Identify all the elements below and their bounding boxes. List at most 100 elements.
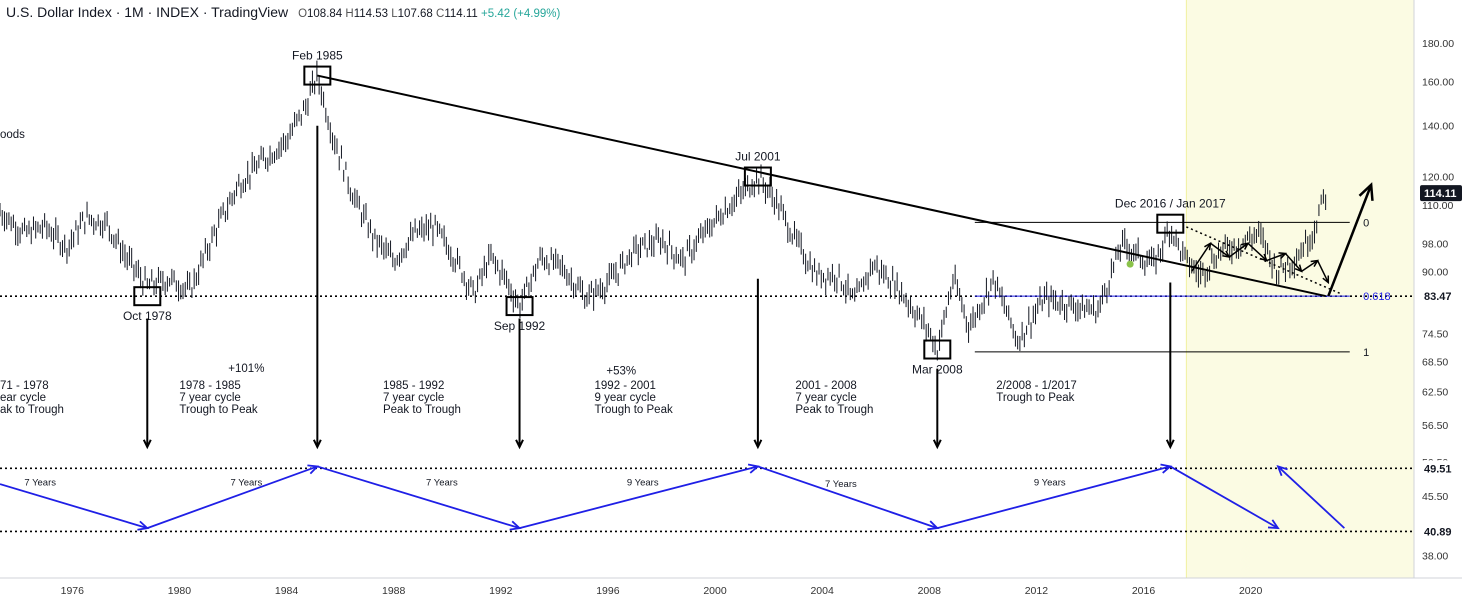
level-price-tag: 40.89 xyxy=(1424,526,1452,538)
cycle-note-text: 7 year cycle xyxy=(179,392,240,404)
x-tick-label: 1988 xyxy=(382,585,406,597)
cycle-years-label: 9 Years xyxy=(627,478,659,489)
y-tick-label: 110.00 xyxy=(1422,200,1453,212)
level-price-tag: 83.47 xyxy=(1424,291,1452,303)
projection-arrow xyxy=(1327,184,1373,297)
y-tick-label: 38.00 xyxy=(1422,551,1448,563)
fib-level-label: 1 xyxy=(1363,347,1369,359)
cycle-wave-segment xyxy=(1277,465,1345,529)
cycle-wave-segment xyxy=(519,465,759,529)
x-tick-label: 2000 xyxy=(703,585,727,597)
cycle-note-text: 1978 - 1985 xyxy=(179,380,240,392)
cycle-down-arrowhead xyxy=(932,439,942,450)
close-value: 114.11 xyxy=(444,8,478,20)
x-tick-label: 1976 xyxy=(61,585,85,597)
cycle-note-text: Peak to Trough xyxy=(795,404,873,416)
low-value: 107.68 xyxy=(397,8,433,20)
cycle-wave-arrowhead xyxy=(1267,519,1280,530)
zigzag-segment xyxy=(1316,260,1329,283)
pivot-box xyxy=(923,339,952,360)
open-value: 108.84 xyxy=(307,8,343,20)
cycle-note-text: 7 year cycle xyxy=(383,392,444,404)
level-price-tag-bg xyxy=(1420,288,1462,305)
projection-arrowhead xyxy=(1358,182,1374,201)
x-tick-label: 1984 xyxy=(275,585,299,597)
cycle-years-label: 7 Years xyxy=(426,478,458,489)
zigzag-segment xyxy=(1228,242,1249,258)
cycle-note-text: 2/2008 - 1/2017 xyxy=(996,380,1077,392)
x-tick-label: 2004 xyxy=(810,585,834,597)
cycle-note-text: ak to Trough xyxy=(0,404,64,416)
cycle-down-arrowhead xyxy=(312,439,322,450)
x-tick-label: 1992 xyxy=(489,585,513,597)
last-price-tag: 114.11 xyxy=(1424,188,1456,200)
cycle-note-text: ear cycle xyxy=(0,392,46,404)
cycle-note-text: 2001 - 2008 xyxy=(795,380,856,392)
channel-line xyxy=(1186,226,1342,295)
zigzag-segment xyxy=(1301,259,1319,272)
cycle-wave-segment xyxy=(937,465,1171,529)
cycle-note-text: 71 - 1978 xyxy=(0,380,49,392)
percent-change-label: +101% xyxy=(228,363,264,375)
cycle-down-arrowhead xyxy=(142,439,152,450)
cycle-years-label: 7 Years xyxy=(231,478,263,489)
high-value: 114.53 xyxy=(353,8,389,20)
y-tick-label: 90.00 xyxy=(1422,266,1448,278)
cycle-note-text: Trough to Peak xyxy=(996,392,1074,404)
zigzag-arrowhead xyxy=(1322,275,1330,285)
cycle-down-arrowhead xyxy=(515,439,524,450)
cycle-note-text: Trough to Peak xyxy=(595,404,673,416)
pivot-box xyxy=(133,286,162,307)
y-tick-label: 56.50 xyxy=(1422,420,1448,432)
pivot-box xyxy=(1156,213,1185,234)
cycle-note-text: 9 year cycle xyxy=(595,392,656,404)
x-tick-label: 2012 xyxy=(1025,585,1049,597)
cycle-years-label: 7 Years xyxy=(24,478,56,489)
zigzag-segment xyxy=(1210,242,1230,258)
pivot-label: Jul 2001 xyxy=(735,150,781,164)
symbol-title[interactable]: U.S. Dollar Index · 1M · INDEX · Trading… xyxy=(6,4,289,20)
pivot-box xyxy=(303,65,332,86)
cycle-years-label: 7 Years xyxy=(825,479,857,490)
cycle-down-arrowhead xyxy=(753,439,763,450)
x-tick-label: 1980 xyxy=(168,585,192,597)
cycle-note-text: 7 year cycle xyxy=(795,392,856,404)
side-annotation-text: oods xyxy=(0,129,25,141)
zigzag-segment xyxy=(1191,242,1212,272)
x-tick-label: 2020 xyxy=(1239,585,1263,597)
cycle-note-text: 1985 - 1992 xyxy=(383,380,444,392)
x-tick-label: 2016 xyxy=(1132,585,1156,597)
y-tick-label: 68.50 xyxy=(1422,356,1448,368)
x-tick-label: 2008 xyxy=(918,585,942,597)
y-tick-label: 74.50 xyxy=(1422,329,1448,341)
percent-change-label: +53% xyxy=(606,366,636,378)
signal-dot xyxy=(1126,260,1134,268)
y-tick-label: 62.50 xyxy=(1422,387,1448,399)
fib-level-label: 0 xyxy=(1363,217,1369,229)
cycle-wave-segment xyxy=(757,465,938,529)
cycle-wave-segment xyxy=(1169,465,1279,529)
cycle-note-text: 1992 - 2001 xyxy=(595,380,656,392)
trendline xyxy=(317,74,1326,298)
fib-level-label: 0.618 xyxy=(1363,291,1391,303)
level-price-tag-bg xyxy=(1420,460,1462,477)
cycle-down-arrowhead xyxy=(1165,439,1175,450)
last-price-tag-bg xyxy=(1420,185,1462,202)
cycle-wave-segment xyxy=(146,465,318,529)
y-tick-label: 120.00 xyxy=(1422,172,1454,184)
level-price-tag: 49.51 xyxy=(1424,463,1452,475)
pivot-box xyxy=(743,166,772,187)
cycle-wave-segment xyxy=(0,483,148,529)
zigzag-segment xyxy=(1284,253,1303,272)
zigzag-segment xyxy=(1247,242,1268,262)
y-tick-label: 45.50 xyxy=(1422,491,1448,503)
x-tick-label: 1996 xyxy=(596,585,620,597)
pivot-label: Dec 2016 / Jan 2017 xyxy=(1115,197,1226,211)
pivot-label: Feb 1985 xyxy=(292,49,343,63)
y-tick-label: 180.00 xyxy=(1422,38,1454,50)
cycle-wave-arrowhead xyxy=(1276,465,1288,477)
pivot-box xyxy=(505,296,534,317)
pivot-label: Oct 1978 xyxy=(123,309,172,323)
cycle-note-text: Trough to Peak xyxy=(179,404,257,416)
